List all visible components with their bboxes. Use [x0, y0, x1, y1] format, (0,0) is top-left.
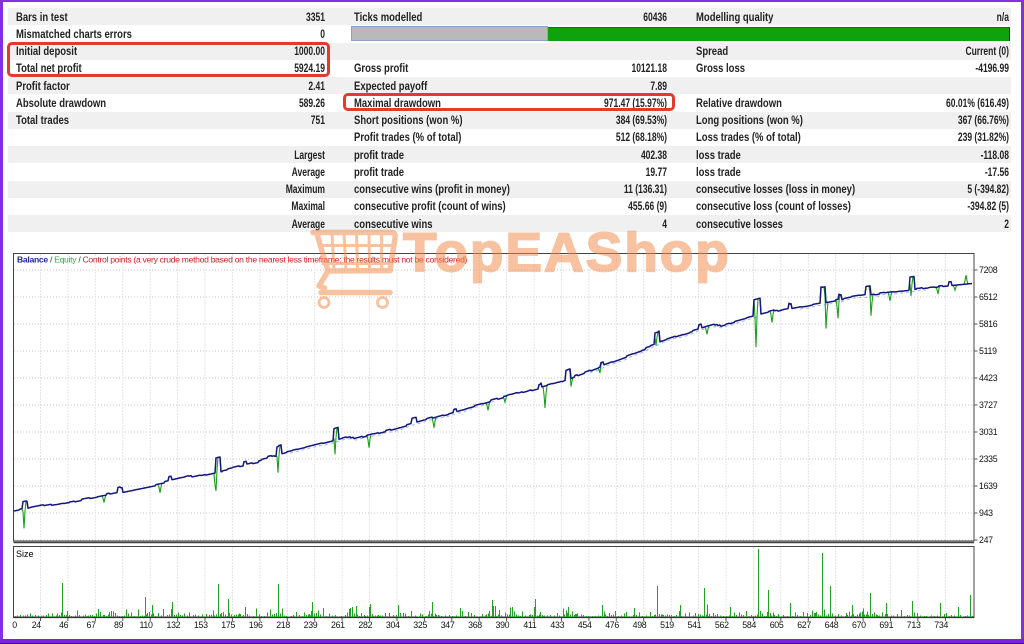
svg-text:261: 261: [331, 620, 345, 630]
svg-text:347: 347: [441, 620, 455, 630]
svg-text:67: 67: [87, 620, 97, 630]
svg-text:411: 411: [523, 620, 537, 630]
svg-text:368: 368: [468, 620, 482, 630]
svg-text:5816: 5816: [979, 319, 998, 329]
svg-text:4423: 4423: [979, 373, 998, 383]
svg-text:476: 476: [605, 620, 619, 630]
svg-text:943: 943: [979, 508, 993, 518]
svg-text:519: 519: [660, 620, 674, 630]
svg-text:89: 89: [114, 620, 124, 630]
svg-text:Balance / Equity / Control poi: Balance / Equity / Control points (a ver…: [17, 255, 468, 265]
svg-text:734: 734: [934, 620, 948, 630]
svg-text:153: 153: [194, 620, 208, 630]
svg-text:Size: Size: [16, 549, 34, 559]
svg-text:3031: 3031: [979, 427, 998, 437]
svg-text:691: 691: [879, 620, 893, 630]
svg-text:670: 670: [852, 620, 866, 630]
svg-text:7208: 7208: [979, 265, 998, 275]
svg-text:132: 132: [167, 620, 181, 630]
svg-text:196: 196: [249, 620, 263, 630]
svg-text:627: 627: [797, 620, 811, 630]
svg-text:433: 433: [550, 620, 564, 630]
svg-text:110: 110: [139, 620, 153, 630]
svg-text:584: 584: [742, 620, 756, 630]
svg-text:5119: 5119: [979, 346, 997, 356]
svg-text:46: 46: [59, 620, 69, 630]
svg-text:390: 390: [496, 620, 510, 630]
svg-text:2335: 2335: [979, 454, 998, 464]
svg-text:282: 282: [358, 620, 372, 630]
svg-text:541: 541: [688, 620, 702, 630]
svg-text:247: 247: [979, 535, 993, 545]
svg-text:713: 713: [907, 620, 921, 630]
svg-text:6512: 6512: [979, 292, 998, 302]
svg-text:454: 454: [578, 620, 592, 630]
svg-text:325: 325: [413, 620, 427, 630]
svg-text:304: 304: [386, 620, 400, 630]
svg-text:24: 24: [32, 620, 42, 630]
svg-text:239: 239: [304, 620, 318, 630]
svg-text:498: 498: [633, 620, 647, 630]
svg-text:3727: 3727: [979, 400, 998, 410]
svg-text:1639: 1639: [979, 481, 998, 491]
svg-text:605: 605: [770, 620, 784, 630]
svg-text:218: 218: [276, 620, 290, 630]
svg-text:0: 0: [12, 620, 17, 630]
svg-text:648: 648: [825, 620, 839, 630]
svg-text:175: 175: [221, 620, 235, 630]
svg-text:562: 562: [715, 620, 729, 630]
